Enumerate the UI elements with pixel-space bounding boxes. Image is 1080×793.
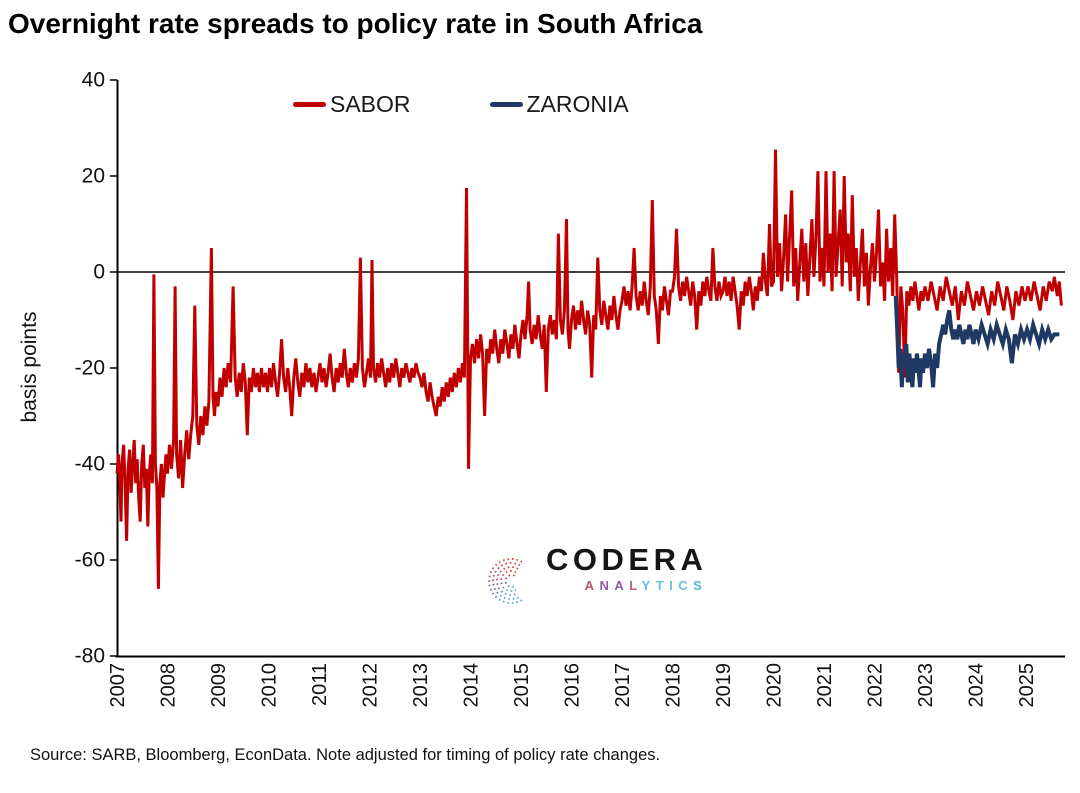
x-tick-label: 2023 [915,663,937,708]
zaronia-line-swatch-icon [489,102,523,107]
codera-logo-subtitle-letter: T [655,578,670,594]
x-tick-label: 2015 [511,663,533,708]
x-tick-label: 2012 [360,663,382,708]
x-tick-label: 2007 [107,663,129,708]
codera-logo-subtitle-letter: L [629,578,642,594]
codera-logo-subtitle-letter: Y [641,578,656,594]
legend-label-sabor: SABOR [330,91,411,117]
y-tick-label: 20 [82,165,105,188]
x-tick-label: 2009 [208,663,230,708]
x-tick-label: 2024 [966,663,988,708]
x-tick-label: 2025 [1016,663,1038,708]
y-tick-label: -40 [75,453,105,476]
codera-logo-subtitle-letter: S [693,578,708,594]
codera-logo-subtitle-letter: C [678,578,694,594]
source-note: Source: SARB, Bloomberg, EconData. Note … [30,746,661,764]
codera-logo-text: CODERA ANALYTICS [546,542,708,593]
x-tick-label: 2013 [410,663,432,708]
y-tick-label: -60 [75,549,105,572]
x-tick-label: 2022 [865,663,887,708]
x-tick-label: 2018 [663,663,685,708]
series-layer [115,149,1063,589]
legend-item-sabor: SABOR [293,91,411,118]
codera-logo-subtitle-letter: A [614,578,630,594]
legend-item-zaronia: ZARONIA [489,91,629,118]
x-tick-label: 2011 [309,663,331,706]
zaronia-series-line [893,295,1060,388]
sabor-line-swatch-icon [293,102,326,107]
codera-logo-mark-icon [488,558,523,604]
x-tick-label: 2008 [158,663,180,708]
x-tick-label: 2019 [713,663,735,708]
y-tick-label: -20 [75,357,105,380]
codera-logo-subtitle-letter: N [599,578,615,594]
codera-logo-subtitle: ANALYTICS [585,578,708,593]
x-tick-label: 2017 [612,663,634,708]
y-axis-title: basis points [18,311,41,423]
x-tick-label: 2021 [814,663,836,708]
codera-logo-subtitle-letter: I [669,578,679,594]
y-tick-label: 0 [93,261,105,284]
codera-logo-name: CODERA [546,542,708,577]
codera-watermark-logo: CODERA ANALYTICS [487,542,708,621]
y-tick-label: -80 [75,645,105,668]
sabor-series-line [115,149,1063,589]
legend-label-zaronia: ZARONIA [526,91,629,117]
x-tick-label: 2016 [562,663,584,708]
legend: SABOR ZARONIA [293,91,629,118]
x-tick-label: 2010 [259,663,281,708]
chart-title: Overnight rate spreads to policy rate in… [8,8,703,39]
codera-logo-subtitle-letter: A [584,578,600,594]
x-tick-label: 2014 [461,663,483,708]
y-tick-label: 40 [82,69,105,92]
x-tick-label: 2020 [764,663,786,708]
